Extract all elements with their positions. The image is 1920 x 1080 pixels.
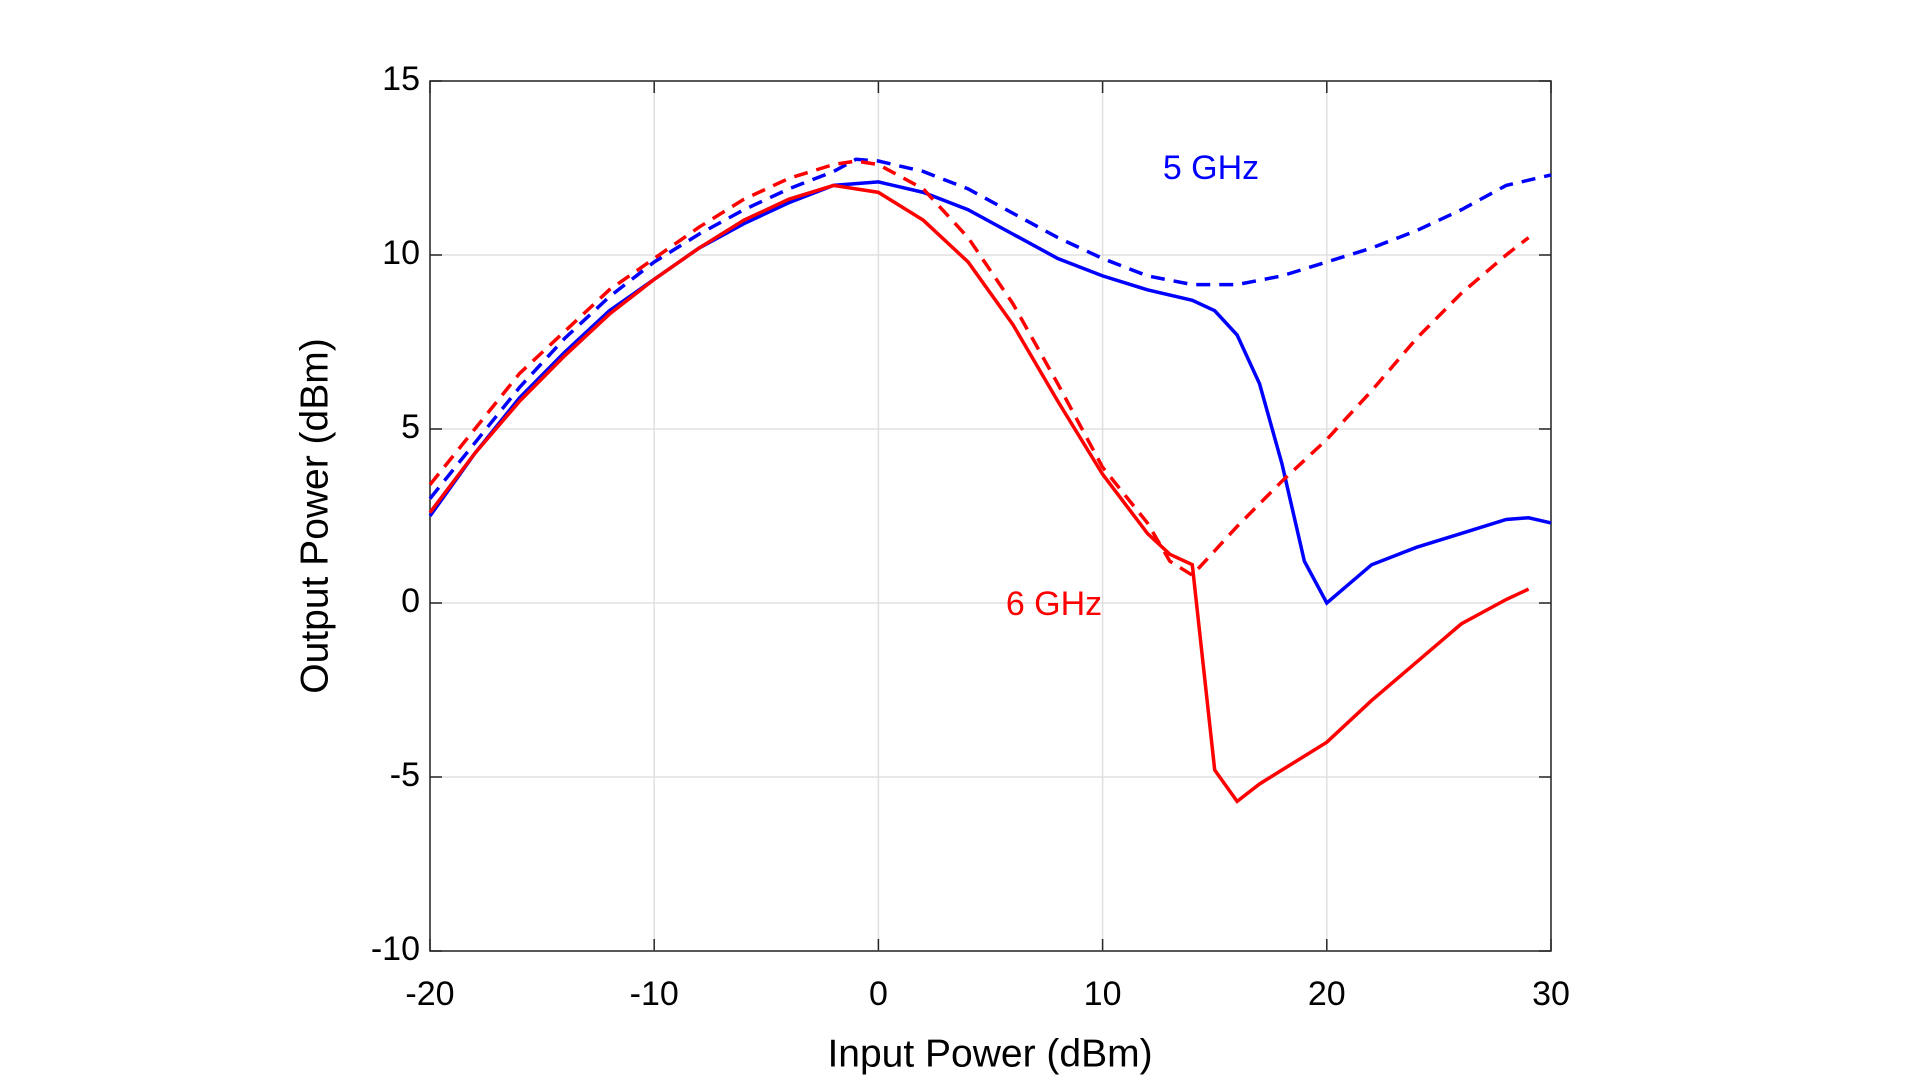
x-axis-label: Input Power (dBm) xyxy=(827,1032,1152,1075)
y-tick-label: 5 xyxy=(401,408,420,446)
y-tick-label: 15 xyxy=(382,60,420,98)
line-series xyxy=(428,159,1530,578)
annotation: 5 GHz xyxy=(1163,149,1259,187)
y-tick-label: -5 xyxy=(390,756,420,794)
line-series xyxy=(428,183,1530,804)
y-tick-label: 0 xyxy=(401,582,420,620)
y-tick-label: 10 xyxy=(382,234,420,272)
annotation: 6 GHz xyxy=(1006,585,1102,623)
x-tick-label: 30 xyxy=(1532,975,1570,1013)
y-tick-label: -10 xyxy=(371,930,420,968)
x-tick-label: 10 xyxy=(1084,975,1122,1013)
x-tick-label: 0 xyxy=(869,975,888,1013)
line-series xyxy=(428,157,1552,500)
x-tick-label: -20 xyxy=(405,975,454,1013)
x-tick-label: -10 xyxy=(630,975,679,1013)
y-axis-label: Output Power (dBm) xyxy=(293,338,336,693)
x-tick-label: 20 xyxy=(1308,975,1346,1013)
